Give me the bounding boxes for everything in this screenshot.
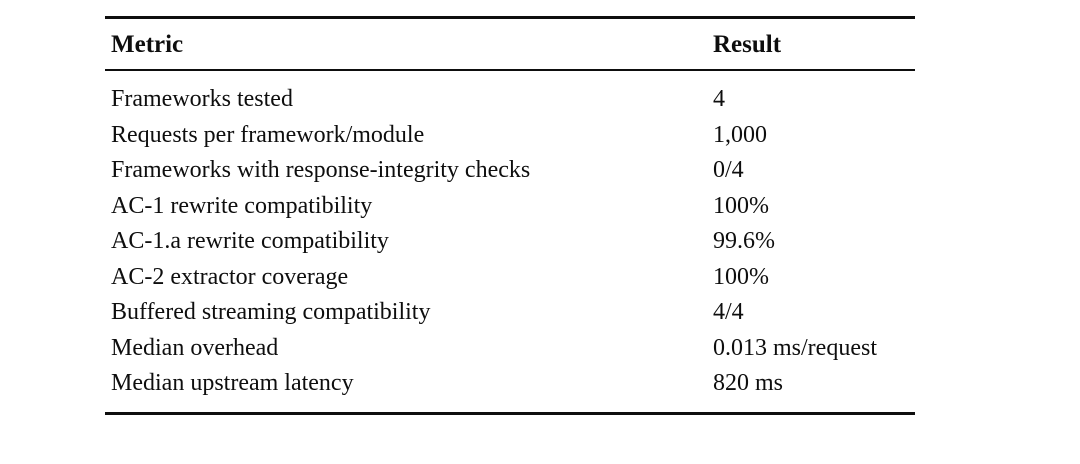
table-body: Frameworks tested 4 Requests per framewo…: [105, 70, 915, 413]
result-cell: 100%: [713, 263, 769, 290]
table-header-row: Metric Result: [105, 17, 915, 71]
table-row: AC-1 rewrite compatibility 100%: [105, 189, 915, 225]
table-row: AC-2 extractor coverage 100%: [105, 260, 915, 296]
column-header-metric: Metric: [105, 17, 707, 71]
metric-cell: AC-1 rewrite compatibility: [111, 192, 373, 219]
metric-cell: AC-2 extractor coverage: [111, 263, 349, 290]
results-table: Metric Result Frameworks tested 4 Reques…: [105, 16, 915, 415]
metric-cell: Median overhead: [111, 334, 279, 361]
results-table-container: Metric Result Frameworks tested 4 Reques…: [105, 16, 915, 415]
table-header: Metric Result: [105, 17, 915, 71]
table-row: Requests per framework/module 1,000: [105, 118, 915, 154]
table-row: Buffered streaming compatibility 4/4: [105, 295, 915, 331]
table-row: Frameworks tested 4: [105, 70, 915, 118]
metric-cell: Frameworks tested: [111, 86, 293, 112]
result-cell: 100%: [713, 192, 769, 219]
metric-cell: Median upstream latency: [111, 370, 354, 396]
table-row: Median upstream latency 820 ms: [105, 366, 915, 413]
table-row: Frameworks with response-integrity check…: [105, 153, 915, 189]
result-cell: 0.013 ms/request: [713, 334, 877, 361]
result-cell: 0/4: [713, 157, 744, 183]
metric-cell: Requests per framework/module: [111, 121, 425, 148]
metric-cell: AC-1.a rewrite compatibility: [111, 228, 389, 254]
metric-cell: Frameworks with response-integrity check…: [111, 157, 531, 183]
result-cell: 4: [713, 86, 725, 112]
result-cell: 820 ms: [713, 370, 784, 396]
metric-cell: Buffered streaming compatibility: [111, 299, 431, 325]
result-cell: 1,000: [713, 121, 767, 148]
result-cell: 99.6%: [713, 228, 775, 254]
table-row: Median overhead 0.013 ms/request: [105, 331, 915, 367]
table-row: AC-1.a rewrite compatibility 99.6%: [105, 224, 915, 260]
result-cell: 4/4: [713, 299, 744, 325]
column-header-result: Result: [707, 17, 915, 71]
